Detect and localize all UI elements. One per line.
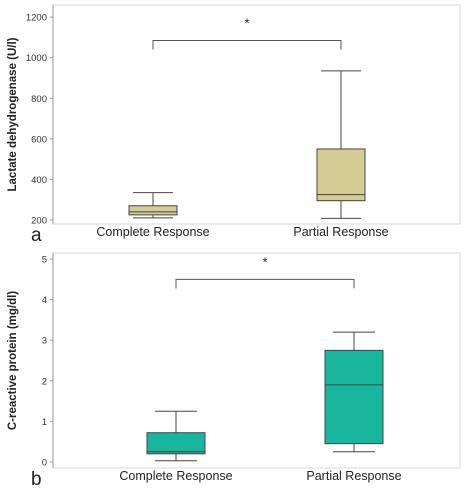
chart1-ytick-label-3: 3 [42,336,47,347]
chart0-ytick-label-0: 200 [31,215,47,226]
chart1-ytick-label-5: 5 [42,255,47,266]
chart0-ytick-label-4: 1000 [26,53,47,64]
chart0-category-label-0: Complete Response [96,225,209,239]
chart1-significance-bracket [175,278,355,289]
chart0-significance-marker: * [244,15,249,30]
chart1-ytick-label-2: 2 [42,376,47,387]
panel-b-chart: 0 1 2 3 4 5 C-reactive protein (mg/dl) Complete… [7,252,461,490]
chart0-ytick-label-1: 400 [31,175,47,186]
chart1-panel-label: b [31,469,42,490]
chart1-y-axis-title: C-reactive protein (mg/dl) [7,291,19,430]
chart0-ytick-label-2: 600 [31,134,47,145]
chart0-ytick-label-5: 1200 [26,13,47,24]
chart1-ytick-label-0: 0 [42,457,47,468]
chart1-ytick-label-4: 4 [42,295,47,306]
chart1-significance-marker: * [262,254,267,269]
panel-a-chart: 200 400 600 800 1000 1200 Lactate dehydrogenas… [7,4,461,246]
chart0-y-axis-title: Lactate dehydrogenase (U/l) [7,37,19,191]
chart0-panel-label: a [31,225,42,246]
chart1-plot-frame [52,252,461,469]
chart1-box-1-iqr [324,349,384,445]
chart1-ytick-label-1: 1 [42,417,47,428]
chart0-plot-frame [52,4,461,225]
chart0-ytick-label-3: 800 [31,94,47,105]
chart1-category-label-0: Complete Response [119,469,232,483]
chart0-box-1-iqr [316,148,366,202]
chart1-box-0-iqr [146,432,206,455]
chart0-box-0-iqr [128,205,178,216]
chart1-category-label-1: Partial Response [306,469,401,483]
chart0-significance-bracket [152,39,342,50]
chart0-category-label-1: Partial Response [293,225,388,239]
